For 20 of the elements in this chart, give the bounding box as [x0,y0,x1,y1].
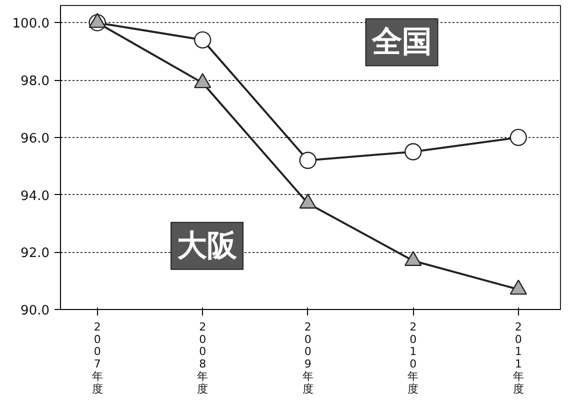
y-tick-label: 100.0 [12,16,50,32]
y-tick-label: 90.0 [20,304,50,318]
x-tick-label: 2007年度 [92,320,103,396]
point [194,31,212,48]
point [404,250,422,266]
text: 全国 [370,24,432,60]
y-tick-label: 96.0 [20,131,50,146]
point [510,280,527,295]
y-tick-label: 98.0 [20,74,50,90]
x-tick-label: 2009年度 [302,320,314,396]
point [404,143,422,160]
y-tick-label: 92.0 [20,246,50,262]
y-tick-label: 94.0 [20,188,50,204]
point [299,152,316,169]
point [510,128,527,146]
x-tick-label: 2011年度 [512,320,524,396]
x-tick-label: 2008年度 [197,320,208,396]
text: 大阪 [177,228,238,264]
point [299,194,316,209]
x-tick-label: 2010年度 [408,320,419,396]
